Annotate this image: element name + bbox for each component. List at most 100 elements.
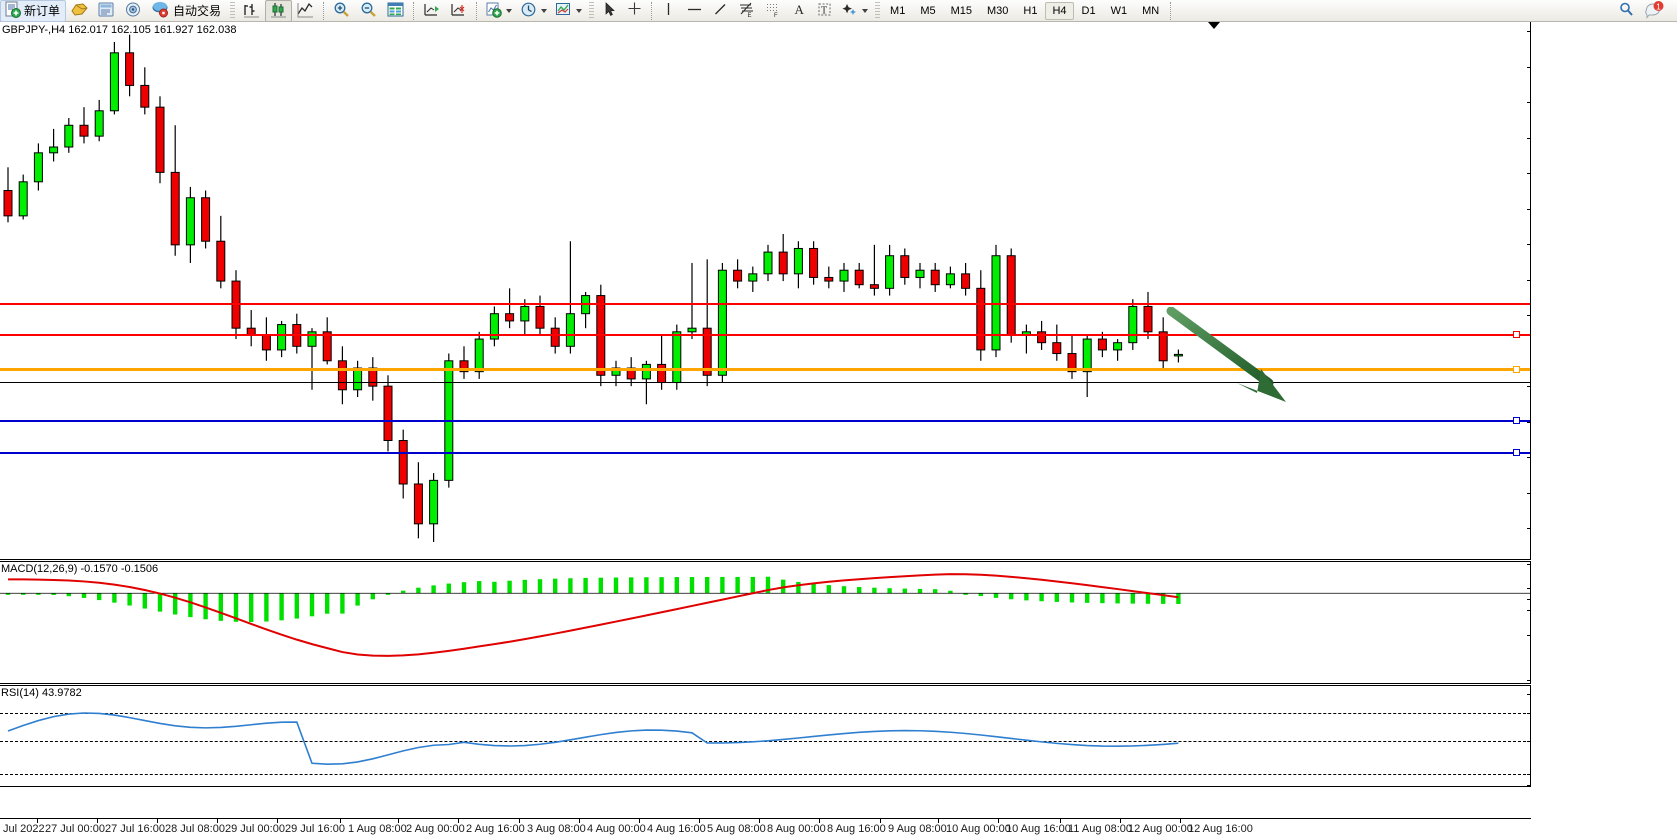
price-line-resistance-2[interactable]: [0, 334, 1531, 336]
price-tick: [1527, 67, 1531, 68]
grid-icon[interactable]: [382, 0, 409, 22]
toolbar-grip-3[interactable]: [875, 1, 881, 20]
time-scale[interactable]: Jul 2022 27 Jul 00:00 27 Jul 16:00 28 Jul 0…: [0, 818, 1531, 840]
timeframe-group: M1 M5 M15 M30 H1 H4 D1 W1 MN: [883, 1, 1166, 20]
price-axis-line: [1530, 22, 1531, 559]
price-tick: [1527, 386, 1531, 387]
price-scale[interactable]: 166.570166.140165.710165.290164.860164.4…: [1531, 22, 1677, 839]
channel-icon[interactable]: F: [760, 0, 787, 22]
line-chart-icon[interactable]: [292, 0, 319, 22]
time-tick: [1180, 819, 1181, 823]
data-window-icon[interactable]: [93, 0, 120, 22]
time-label-2: 27 Jul 16:00: [105, 823, 165, 835]
price-line-pivot[interactable]: [0, 368, 1531, 371]
time-label-11: 4 Aug 16:00: [647, 823, 706, 835]
time-tick: [37, 819, 38, 823]
timeframe-h1[interactable]: H1: [1023, 4, 1038, 17]
price-tick: [1527, 280, 1531, 281]
label-icon[interactable]: T: [812, 0, 837, 22]
alerts-icon[interactable]: 1: [1640, 0, 1669, 22]
price-plot[interactable]: GBPJPY-,H4 162.017 162.105 161.927 162.0…: [0, 22, 1531, 818]
vertical-line-icon[interactable]: [656, 0, 681, 22]
shift-end-icon[interactable]: [418, 0, 445, 22]
timeframe-mn[interactable]: MN: [1142, 4, 1160, 17]
candlestick-chart-icon[interactable]: [265, 0, 293, 22]
symbol-ohlc-label: GBPJPY-,H4 162.017 162.105 161.927 162.0…: [2, 24, 237, 36]
add-indicator-button[interactable]: [481, 0, 516, 22]
toolbar-separator-3: [476, 1, 478, 20]
svg-text:T: T: [821, 5, 827, 16]
toolbar-grip-1[interactable]: [230, 1, 236, 20]
trendline-icon[interactable]: [708, 0, 733, 22]
down-trend-arrow[interactable]: [1165, 307, 1325, 427]
toolbar-separator-1: [323, 1, 325, 20]
price-tick: [1527, 173, 1531, 174]
cursor-icon[interactable]: [597, 0, 622, 22]
new-order-button[interactable]: 新订单: [0, 0, 67, 22]
auto-scroll-icon[interactable]: [445, 0, 472, 22]
fibonacci-icon[interactable]: E: [733, 0, 760, 22]
timeframe-m15[interactable]: M15: [950, 4, 972, 17]
svg-text:F: F: [774, 13, 778, 18]
price-line-pivot-anchor[interactable]: [1513, 366, 1520, 373]
search-icon[interactable]: [1613, 0, 1640, 22]
rsi-panel-separator: [0, 683, 1531, 684]
rsi-series: [7, 712, 1179, 765]
auto-trading-icon: [151, 1, 170, 21]
timeframe-m30[interactable]: M30: [987, 4, 1009, 17]
time-tick: [699, 819, 700, 823]
price-line-resistance-2-anchor[interactable]: [1513, 331, 1520, 338]
zoom-in-icon[interactable]: [328, 0, 355, 22]
time-tick: [759, 819, 760, 823]
time-label-19: 12 Aug 00:00: [1128, 823, 1193, 835]
price-line-support-2-anchor[interactable]: [1513, 449, 1520, 456]
alert-count-text: 1: [1656, 1, 1661, 11]
price-line-current: [0, 382, 1531, 383]
time-label-13: 8 Aug 00:00: [767, 823, 826, 835]
timeframe-m5[interactable]: M5: [920, 4, 936, 17]
auto-trading-button[interactable]: 自动交易: [147, 0, 227, 22]
new-order-icon: [4, 1, 21, 21]
bar-chart-icon[interactable]: [238, 0, 265, 22]
price-line-support-1[interactable]: [0, 420, 1531, 422]
objects-button[interactable]: [837, 0, 872, 22]
time-tick: [157, 819, 158, 823]
indicator-tick: [1527, 588, 1531, 589]
price-line-resistance-1[interactable]: [0, 303, 1531, 305]
crosshair-icon[interactable]: [622, 0, 647, 22]
zoom-out-icon[interactable]: [355, 0, 382, 22]
time-tick: [998, 819, 999, 823]
rsi-axis-line: [1530, 685, 1531, 786]
time-tick: [398, 819, 399, 823]
time-label-5: 29 Jul 16:00: [285, 823, 345, 835]
time-tick: [880, 819, 881, 823]
templates-button[interactable]: [551, 0, 586, 22]
horizontal-line-icon[interactable]: [681, 0, 708, 22]
timeframe-w1[interactable]: W1: [1110, 4, 1128, 17]
timeframe-d1[interactable]: D1: [1081, 4, 1096, 17]
objects-icon: [841, 1, 858, 21]
macd-panel-separator: [0, 559, 1531, 560]
templates-chevron-down-icon[interactable]: [576, 8, 583, 13]
price-line-support-2[interactable]: [0, 452, 1531, 454]
macd-axis-line: [1530, 561, 1531, 683]
add-indicator-chevron-down-icon[interactable]: [506, 8, 513, 13]
time-tick: [519, 819, 520, 823]
time-tick: [819, 819, 820, 823]
period-chevron-down-icon[interactable]: [541, 8, 548, 13]
navigator-icon[interactable]: [120, 0, 147, 22]
toolbar-grip-2[interactable]: [589, 1, 595, 20]
terminal-icon[interactable]: [66, 0, 93, 22]
text-icon[interactable]: A: [787, 0, 812, 22]
timeframe-h4[interactable]: H4: [1045, 1, 1074, 20]
objects-chevron-down-icon[interactable]: [862, 8, 869, 13]
price-line-support-1-anchor[interactable]: [1513, 417, 1520, 424]
price-tick: [1527, 457, 1531, 458]
time-label-1: 27 Jul 00:00: [45, 823, 105, 835]
price-tick: [1527, 493, 1531, 494]
timeframe-m1[interactable]: M1: [890, 4, 906, 17]
period-button[interactable]: [516, 0, 551, 22]
main-toolbar: 新订单 自动交易: [0, 0, 1677, 22]
indicator-tick: [1527, 785, 1531, 786]
chart-window[interactable]: GBPJPY-,H4 162.017 162.105 161.927 162.0…: [0, 22, 1677, 840]
